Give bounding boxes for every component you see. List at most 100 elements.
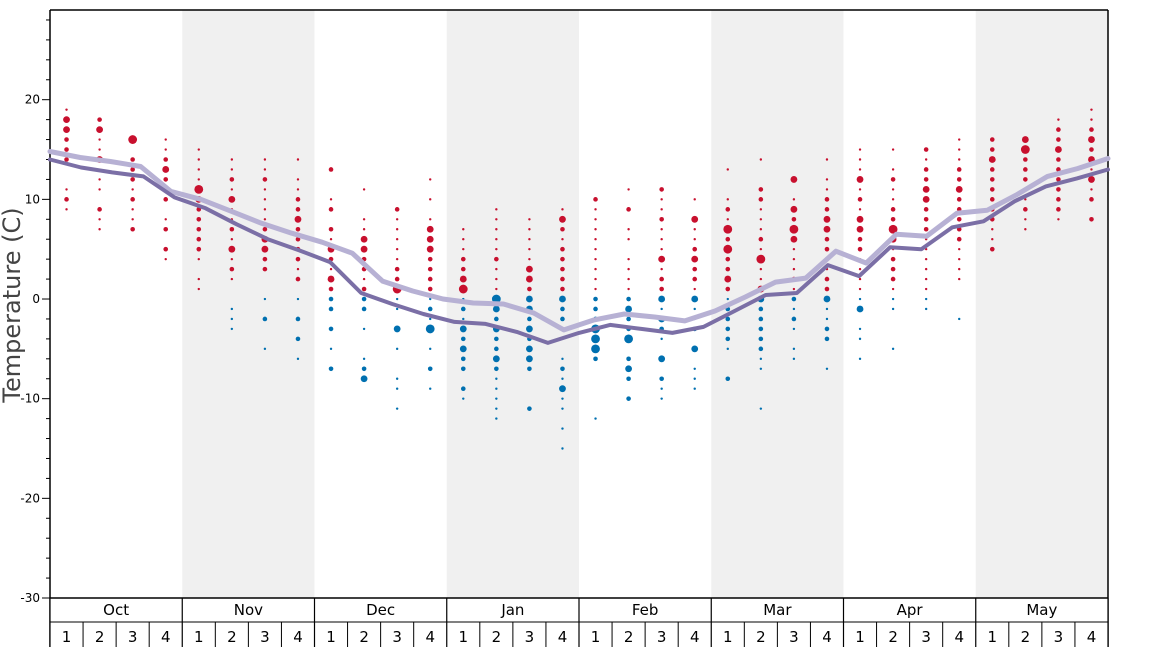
temperature-dot <box>594 417 597 420</box>
temperature-dot <box>460 306 466 312</box>
temperature-dot <box>528 228 531 231</box>
temperature-dot <box>162 166 170 173</box>
temperature-dot <box>459 345 467 353</box>
temperature-dot <box>824 236 830 242</box>
temperature-dot <box>296 178 300 181</box>
temperature-dot <box>197 168 200 171</box>
temperature-dot <box>263 158 267 161</box>
temperature-dot <box>758 316 764 322</box>
temperature-dot <box>329 198 333 201</box>
temperature-dot <box>130 167 135 172</box>
temperature-dot <box>956 197 962 202</box>
temperature-dot <box>561 427 564 430</box>
temperature-dot <box>196 216 202 222</box>
temperature-dot <box>624 334 633 344</box>
temperature-dot <box>197 148 200 151</box>
temperature-dot <box>989 177 995 182</box>
temperature-dot <box>725 376 731 382</box>
temperature-dot <box>130 197 135 202</box>
temperature-dot <box>328 296 334 302</box>
temperature-dot <box>526 355 533 363</box>
temperature-dot <box>328 366 334 372</box>
temperature-dot <box>594 267 597 271</box>
temperature-dot <box>528 218 531 221</box>
temperature-dot <box>163 246 169 252</box>
temperature-dot <box>1023 177 1028 182</box>
temperature-dot <box>263 347 267 351</box>
temperature-dot <box>163 157 169 162</box>
temperature-dot <box>857 246 863 252</box>
temperature-dot <box>924 158 928 161</box>
temperature-dot <box>725 207 731 212</box>
temperature-dot <box>429 347 432 351</box>
temperature-dot <box>1023 167 1028 172</box>
month-label-may: May <box>1026 601 1057 619</box>
temperature-dot <box>693 367 696 370</box>
y-tick-label: 20 <box>25 93 40 107</box>
temperature-dot <box>594 228 597 231</box>
temperature-dot <box>726 218 729 221</box>
temperature-dot <box>295 236 301 242</box>
temperature-dot <box>230 327 234 331</box>
temperature-dot <box>759 357 763 361</box>
temperature-dot <box>560 286 565 292</box>
temperature-dot <box>958 247 961 251</box>
temperature-dot <box>759 367 763 370</box>
temperature-dot <box>625 365 632 373</box>
temperature-dot <box>495 287 498 291</box>
temperature-dot <box>660 397 663 400</box>
temperature-dot <box>692 276 698 282</box>
temperature-dot <box>296 357 300 361</box>
temperature-dot <box>362 357 366 361</box>
temperature-dot <box>593 197 598 202</box>
temperature-dot <box>1024 228 1027 231</box>
temperature-dot <box>263 168 267 171</box>
temperature-dot <box>1089 216 1094 222</box>
temperature-dot <box>724 275 732 283</box>
temperature-dot <box>823 225 831 233</box>
week-label: 4 <box>954 628 964 646</box>
temperature-dot <box>660 198 663 201</box>
temperature-dot <box>294 215 302 223</box>
temperature-dot <box>659 286 664 292</box>
temperature-dot <box>263 198 267 201</box>
temperature-dot <box>561 447 564 450</box>
week-label: 1 <box>194 628 204 646</box>
temperature-dot <box>693 287 696 291</box>
week-label: 4 <box>161 628 171 646</box>
temperature-dot <box>495 277 498 281</box>
temperature-dot <box>561 238 564 241</box>
temperature-dot <box>560 266 565 272</box>
temperature-dot <box>923 216 929 222</box>
temperature-dot <box>888 224 898 234</box>
temperature-dot <box>726 297 729 301</box>
temperature-dot <box>958 257 961 261</box>
temperature-dot <box>956 236 962 242</box>
temperature-dot <box>65 108 68 111</box>
temperature-dot <box>626 356 631 362</box>
temperature-dot <box>693 377 696 380</box>
temperature-dot <box>858 337 862 341</box>
temperature-dot <box>725 256 731 262</box>
week-label: 3 <box>128 628 138 646</box>
temperature-dot <box>591 344 600 354</box>
temperature-dot <box>692 266 698 272</box>
temperature-dot <box>890 207 896 212</box>
temperature-dot <box>791 216 797 222</box>
temperature-dot <box>296 267 300 271</box>
temperature-dot <box>395 247 399 251</box>
temperature-dot <box>725 266 731 272</box>
temperature-dot <box>792 247 796 251</box>
temperature-dot <box>295 197 301 202</box>
temperature-dot <box>693 387 696 390</box>
week-label: 2 <box>756 628 766 646</box>
temperature-dot <box>526 345 533 353</box>
temperature-dot <box>725 236 731 242</box>
temperature-dot <box>858 208 862 211</box>
temperature-dot <box>792 287 796 291</box>
temperature-dot <box>626 396 631 401</box>
temperature-dot <box>958 138 961 141</box>
y-axis: 20 10 0 -10 -20 -30 <box>20 19 50 605</box>
temperature-dot <box>923 226 929 232</box>
temperature-dot <box>723 224 733 234</box>
